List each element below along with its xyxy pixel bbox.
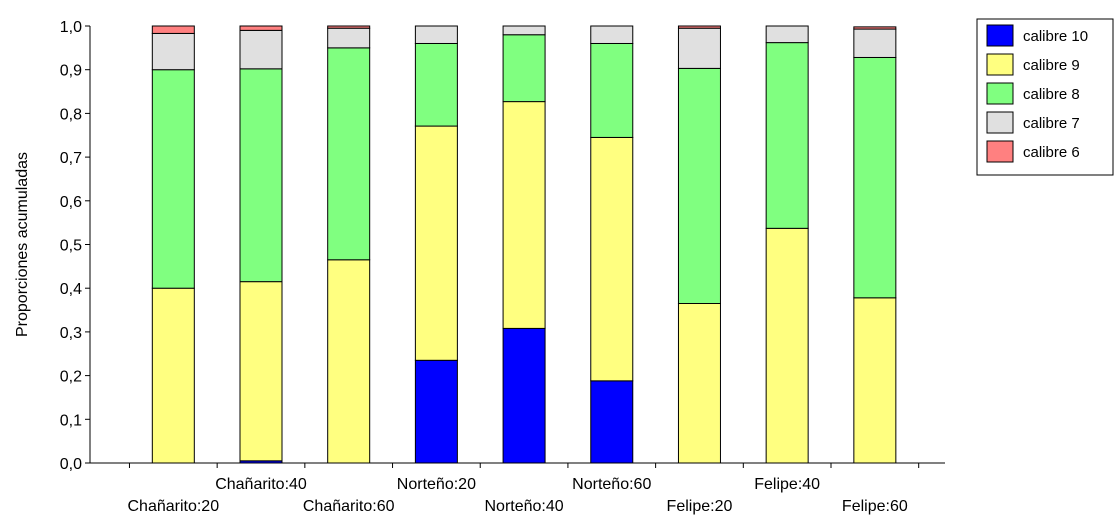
bar-segment-calibre-7-2 <box>327 27 371 49</box>
bar-segment-calibre-8-7 <box>765 42 809 229</box>
x-tick-label: Norteño:60 <box>572 476 651 493</box>
bar-segment-calibre-9-6 <box>677 303 721 464</box>
legend-swatch-calibre-7 <box>986 111 1014 134</box>
legend-swatch-calibre-8 <box>986 82 1014 105</box>
y-tick-label: 0,4 <box>60 281 82 298</box>
bar-segment-calibre-8-1 <box>239 68 283 283</box>
x-tick-label: Felipe:20 <box>667 498 733 515</box>
bar-segment-calibre-6-0 <box>151 25 195 34</box>
bar-segment-calibre-9-2 <box>327 259 371 464</box>
y-axis-label: Proporciones acumuladas <box>14 152 31 337</box>
legend: calibre 10 calibre 9 calibre 8 calibre 7 cal… <box>976 18 1114 176</box>
y-tick-label: 0,5 <box>60 238 82 255</box>
y-tick-label: 0,3 <box>60 325 82 342</box>
legend-label-calibre-9: calibre 9 <box>1023 57 1080 74</box>
bar-segment-calibre-10-4 <box>502 327 546 464</box>
bar-segment-calibre-7-7 <box>765 25 809 44</box>
x-tick-label: Felipe:60 <box>842 498 908 515</box>
bar-segment-calibre-7-6 <box>677 27 721 69</box>
bar-segment-calibre-10-5 <box>590 380 634 464</box>
bar-segment-calibre-9-4 <box>502 101 546 329</box>
bars-group <box>151 25 897 464</box>
bar-segment-calibre-9-3 <box>414 125 458 361</box>
x-tick-label: Chañarito:40 <box>215 476 307 493</box>
legend-label-calibre-8: calibre 8 <box>1023 86 1080 103</box>
bar-segment-calibre-6-6 <box>677 25 721 29</box>
bar-segment-calibre-9-5 <box>590 136 634 382</box>
y-tick-label: 0,7 <box>60 150 82 167</box>
bar-segment-calibre-7-4 <box>502 25 546 36</box>
y-tick-label: 1,0 <box>60 19 82 36</box>
bar-segment-calibre-8-2 <box>327 47 371 261</box>
bar-segment-calibre-7-1 <box>239 29 283 70</box>
bar-segment-calibre-6-2 <box>327 25 371 29</box>
bar-segment-calibre-7-5 <box>590 25 634 44</box>
bar-segment-calibre-7-3 <box>414 25 458 44</box>
legend-swatch-calibre-10 <box>986 24 1014 47</box>
bar-segment-calibre-9-0 <box>151 287 195 464</box>
y-tick-label: 0,0 <box>60 456 82 473</box>
bar-segment-calibre-8-3 <box>414 42 458 127</box>
bar-segment-calibre-8-5 <box>590 42 634 138</box>
bar-segment-calibre-9-7 <box>765 227 809 464</box>
x-tick-label: Norteño:40 <box>484 498 563 515</box>
legend-swatch-calibre-9 <box>986 53 1014 76</box>
x-tick-label: Felipe:40 <box>754 476 820 493</box>
bar-segment-calibre-10-3 <box>414 359 458 464</box>
x-tick-label: Chañarito:60 <box>303 498 395 515</box>
bar-segment-calibre-8-6 <box>677 67 721 304</box>
axes-group: 0,0 0,1 0,2 0,3 0,4 0,5 0,6 0,7 0,8 0,9 1,0 Chañari… <box>14 19 945 515</box>
y-tick-label: 0,9 <box>60 63 82 80</box>
bar-segment-calibre-7-8 <box>853 28 897 58</box>
bar-segment-calibre-8-4 <box>502 34 546 103</box>
bar-segment-calibre-9-8 <box>853 297 897 464</box>
legend-label-calibre-6: calibre 6 <box>1023 144 1080 161</box>
y-tick-label: 0,6 <box>60 194 82 211</box>
bar-segment-calibre-6-8 <box>853 26 897 30</box>
x-tick-label: Chañarito:20 <box>127 498 219 515</box>
legend-label-calibre-10: calibre 10 <box>1023 28 1088 45</box>
bar-segment-calibre-9-1 <box>239 281 283 462</box>
y-tick-label: 0,2 <box>60 369 82 386</box>
bar-segment-calibre-8-8 <box>853 56 897 299</box>
legend-swatch-calibre-6 <box>986 140 1014 163</box>
y-tick-label: 0,1 <box>60 412 82 429</box>
y-tick-label: 0,8 <box>60 106 82 123</box>
bar-segment-calibre-8-0 <box>151 69 195 289</box>
x-tick-label: Norteño:20 <box>397 476 476 493</box>
bar-segment-calibre-7-0 <box>151 32 195 71</box>
legend-label-calibre-7: calibre 7 <box>1023 115 1080 132</box>
bar-segment-calibre-6-1 <box>239 25 283 31</box>
